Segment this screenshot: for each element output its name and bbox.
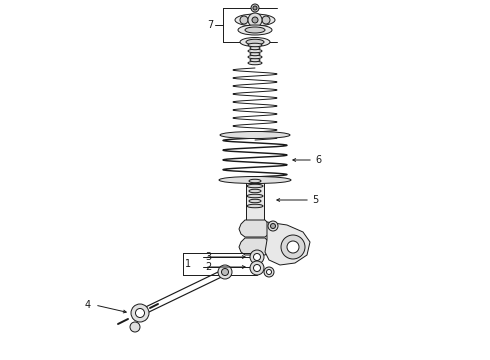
Circle shape	[130, 322, 140, 332]
Text: 5: 5	[312, 195, 318, 205]
Ellipse shape	[245, 27, 265, 33]
Circle shape	[270, 224, 275, 229]
Text: 1: 1	[185, 259, 191, 269]
Ellipse shape	[247, 194, 263, 198]
Circle shape	[281, 235, 305, 259]
Circle shape	[251, 4, 259, 12]
Circle shape	[268, 221, 278, 231]
Ellipse shape	[249, 199, 261, 203]
Text: 7: 7	[207, 20, 213, 30]
Ellipse shape	[220, 131, 290, 139]
Ellipse shape	[240, 37, 270, 46]
Ellipse shape	[238, 25, 272, 35]
Ellipse shape	[248, 49, 262, 53]
Circle shape	[267, 270, 271, 274]
Circle shape	[252, 17, 258, 23]
Circle shape	[248, 13, 262, 27]
Bar	[246, 178, 264, 220]
Polygon shape	[239, 220, 271, 237]
Ellipse shape	[249, 179, 261, 183]
Ellipse shape	[248, 43, 262, 47]
Circle shape	[287, 241, 299, 253]
Ellipse shape	[250, 58, 260, 62]
Circle shape	[136, 309, 145, 318]
Ellipse shape	[247, 204, 263, 208]
Circle shape	[250, 261, 264, 275]
Circle shape	[253, 6, 257, 10]
Polygon shape	[239, 238, 271, 255]
Text: 6: 6	[315, 155, 321, 165]
Ellipse shape	[247, 184, 263, 188]
Ellipse shape	[250, 46, 260, 50]
Polygon shape	[265, 222, 310, 265]
Text: 3: 3	[205, 252, 211, 262]
Text: 2: 2	[205, 262, 211, 272]
Circle shape	[253, 253, 261, 261]
Ellipse shape	[248, 61, 262, 65]
Circle shape	[250, 250, 264, 264]
Circle shape	[218, 265, 232, 279]
Ellipse shape	[248, 55, 262, 59]
Ellipse shape	[249, 189, 261, 193]
Circle shape	[264, 267, 274, 277]
Ellipse shape	[246, 39, 264, 45]
Circle shape	[221, 269, 228, 275]
Circle shape	[262, 16, 270, 24]
Text: 4: 4	[85, 300, 91, 310]
Ellipse shape	[235, 14, 275, 26]
Circle shape	[131, 304, 149, 322]
Circle shape	[253, 265, 261, 271]
Circle shape	[240, 16, 248, 24]
Ellipse shape	[219, 176, 291, 184]
Ellipse shape	[250, 52, 260, 56]
